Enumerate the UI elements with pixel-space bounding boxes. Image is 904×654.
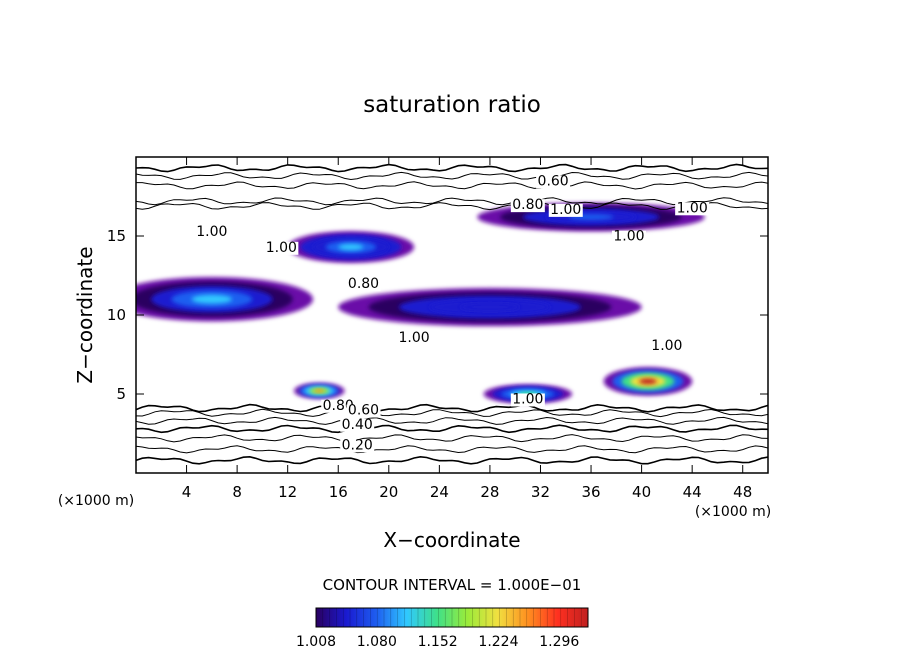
contour-label-bg bbox=[649, 339, 684, 353]
contour-label: 1.00 bbox=[651, 338, 682, 354]
contour-label: 0.80 bbox=[512, 197, 543, 213]
x-axis-unit-right: (×1000 m) bbox=[695, 504, 771, 520]
contour-line bbox=[136, 181, 768, 190]
x-axis-label: X−coordinate bbox=[383, 528, 520, 552]
contour-label-bg bbox=[264, 241, 299, 255]
contour-label: 1.00 bbox=[550, 202, 581, 218]
contour-line bbox=[136, 197, 768, 206]
contour-label: 0.40 bbox=[342, 417, 373, 433]
contour-label: 1.00 bbox=[398, 330, 429, 346]
x-tick-label: 48 bbox=[733, 483, 752, 501]
contour-label-bg bbox=[346, 278, 381, 292]
contour-label: 1.00 bbox=[266, 240, 297, 256]
x-axis-unit-left: (×1000 m) bbox=[58, 493, 134, 509]
contour-label: 1.00 bbox=[512, 391, 543, 407]
colorbar-ticks: 1.008 1.080 1.152 1.224 1.296 bbox=[296, 608, 589, 650]
x-tick-label: 36 bbox=[581, 483, 600, 501]
supersaturated-region bbox=[459, 303, 521, 311]
contour-line bbox=[136, 408, 768, 418]
contour-label: 1.00 bbox=[196, 224, 227, 240]
contour-line bbox=[136, 455, 768, 465]
contour-line bbox=[136, 171, 768, 181]
contour-label: 0.60 bbox=[348, 403, 379, 419]
y-axis-ticks: 5 10 15 bbox=[107, 227, 768, 403]
contour-line bbox=[136, 424, 768, 434]
x-tick-label: 8 bbox=[232, 483, 242, 501]
contour-label-bg bbox=[510, 199, 545, 213]
x-tick-label: 44 bbox=[683, 483, 702, 501]
contour-label: 1.00 bbox=[613, 229, 644, 245]
contour-line bbox=[136, 434, 768, 443]
x-tick-label: 12 bbox=[278, 483, 297, 501]
contour-labels: 0.600.801.001.001.001.001.000.801.00 1.00… bbox=[194, 173, 710, 453]
x-tick-label: 16 bbox=[329, 483, 348, 501]
contour-label-bg bbox=[397, 331, 432, 345]
contour-label: 0.60 bbox=[538, 173, 569, 189]
contour-label-bg bbox=[675, 202, 710, 216]
y-axis-label: Z−coordinate bbox=[73, 246, 97, 383]
contour-lines bbox=[136, 163, 768, 465]
colorbar-gradient bbox=[315, 607, 589, 628]
x-tick-label: 40 bbox=[632, 483, 651, 501]
supersaturated-region bbox=[639, 378, 657, 385]
contour-line bbox=[136, 416, 768, 425]
supersaturated-region bbox=[191, 294, 233, 304]
x-tick-label: 24 bbox=[430, 483, 449, 501]
contour-label-bg bbox=[548, 203, 583, 217]
supersaturated-region bbox=[314, 389, 325, 393]
contour-label: 0.80 bbox=[348, 276, 379, 292]
colorbar-tick-label: 1.296 bbox=[539, 634, 579, 650]
y-tick-label: 5 bbox=[116, 385, 126, 403]
y-tick-label: 10 bbox=[107, 306, 126, 324]
colorbar-tick-label: 1.152 bbox=[418, 634, 458, 650]
contour-label-bg bbox=[611, 230, 646, 244]
colorbar: 1.008 1.080 1.152 1.224 1.296 bbox=[296, 607, 589, 650]
contour-line bbox=[136, 202, 768, 211]
contour-line bbox=[136, 163, 768, 173]
contour-label-bg bbox=[346, 404, 381, 418]
x-tick-label: 32 bbox=[531, 483, 550, 501]
colorbar-tick-label: 1.008 bbox=[296, 634, 336, 650]
contour-line bbox=[136, 403, 768, 413]
contour-label: 0.80 bbox=[323, 398, 354, 414]
contour-label-bg bbox=[536, 175, 571, 189]
contour-line bbox=[136, 445, 768, 454]
x-tick-label: 4 bbox=[182, 483, 192, 501]
colorbar-tick-label: 1.080 bbox=[357, 634, 397, 650]
contour-label-bg bbox=[340, 418, 375, 432]
x-axis-ticks: 4 8 12 16 20 24 28 32 36 40 44 48 bbox=[182, 157, 752, 501]
supersaturated-region bbox=[338, 243, 364, 251]
x-tick-label: 28 bbox=[480, 483, 499, 501]
contour-label: 1.00 bbox=[677, 200, 708, 216]
supersaturation-fill-layer bbox=[136, 202, 705, 404]
contour-label-bg bbox=[510, 393, 545, 407]
contour-label-bg bbox=[340, 439, 375, 453]
contour-label: 0.20 bbox=[342, 437, 373, 453]
colorbar-tick-label: 1.224 bbox=[478, 634, 518, 650]
chart-title: saturation ratio bbox=[363, 92, 541, 118]
x-tick-label: 20 bbox=[379, 483, 398, 501]
y-tick-label: 15 bbox=[107, 227, 126, 245]
contour-label-bg bbox=[194, 226, 229, 239]
contour-interval-label: CONTOUR INTERVAL = 1.000E−01 bbox=[323, 576, 582, 594]
